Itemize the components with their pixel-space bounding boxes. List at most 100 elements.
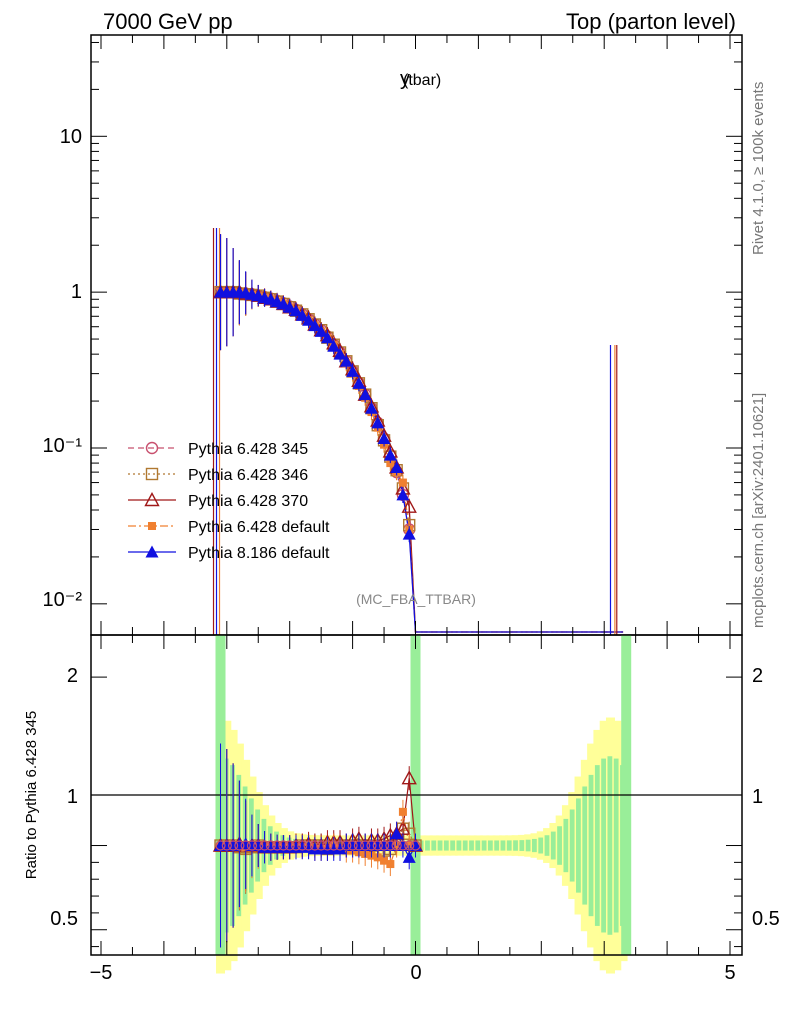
plot-title: y	[400, 68, 410, 90]
ratio-reference-point	[397, 840, 409, 851]
ratio-reference-point	[265, 840, 276, 851]
plot-title-sub: (tbar)	[403, 72, 441, 89]
data-point	[302, 313, 316, 326]
ratio-point	[402, 850, 416, 863]
legend: Pythia 6.428 345 Pythia 6.428 346 Pythia 6…	[128, 441, 330, 562]
green-band	[450, 840, 457, 851]
x-tick-label-0: 0	[410, 962, 421, 984]
legend-label: Pythia 6.428 default	[188, 519, 330, 536]
ratio-reference-point	[284, 840, 295, 851]
green-band	[594, 765, 601, 926]
green-band	[544, 835, 551, 856]
data-point	[333, 347, 347, 360]
ratio-reference-point	[234, 840, 245, 851]
y-tick-label-1: 1	[71, 281, 82, 303]
y-tick-label-0.1: 10⁻¹	[43, 435, 83, 457]
ratio-reference-point	[227, 840, 239, 851]
ratio-frame	[90, 634, 743, 956]
green-band	[443, 840, 450, 851]
data-point	[364, 401, 378, 414]
legend-label: Pythia 8.186 default	[188, 545, 330, 562]
ratio-point	[409, 839, 422, 852]
ratio-reference-point	[334, 840, 346, 851]
green-band	[550, 831, 557, 860]
ratio-reference-point	[353, 840, 364, 851]
ratio-reference-point	[391, 840, 402, 851]
y-tick-label-10: 10	[60, 126, 82, 148]
green-band	[601, 758, 608, 933]
data-point	[339, 354, 353, 367]
green-band	[500, 840, 507, 851]
data-point	[371, 416, 385, 429]
green-band	[532, 838, 539, 853]
data-point	[396, 488, 410, 501]
ratio-point	[398, 807, 407, 816]
data-point	[327, 339, 341, 352]
data-point	[283, 300, 297, 313]
data-point	[401, 498, 417, 513]
ratio-reference-point	[404, 840, 415, 851]
analysis-label: (MC_FBA_TTBAR)	[356, 591, 476, 607]
green-band	[557, 826, 564, 865]
data-point	[402, 527, 416, 540]
green-band	[513, 840, 520, 851]
green-band	[538, 837, 545, 854]
legend-marker	[145, 441, 159, 455]
ratio-point	[390, 827, 404, 840]
series-line-3	[220, 291, 624, 633]
y-tick-label-0.01: 10⁻²	[43, 589, 83, 611]
series-line-1	[220, 291, 624, 633]
ratio-reference-point	[385, 840, 396, 851]
green-band	[469, 840, 476, 851]
ratio-reference-point	[215, 840, 226, 851]
ratio-reference-point	[372, 840, 383, 851]
green-band	[456, 840, 463, 851]
ratio-reference-point	[272, 840, 283, 851]
ratio-point	[396, 839, 410, 852]
data-point	[295, 308, 309, 321]
legend-marker	[145, 545, 159, 558]
x-tick-label-5: 5	[724, 962, 735, 984]
data-point	[358, 388, 372, 401]
ratio-reference-point	[347, 840, 358, 851]
legend-label: Pythia 6.428 346	[188, 467, 308, 484]
ratio-point	[380, 856, 389, 865]
ratio-reference-point	[328, 840, 339, 851]
ratio-reference-point	[366, 840, 377, 851]
ratio-reference-point	[297, 840, 308, 851]
ratio-point	[386, 860, 395, 869]
ratio-reference-point	[309, 840, 320, 851]
x-tick-label-minus5: −5	[90, 962, 113, 984]
data-point	[289, 304, 303, 317]
green-band	[425, 840, 432, 851]
legend-marker	[144, 492, 160, 507]
data-point	[383, 448, 397, 461]
green-band	[613, 758, 620, 933]
ratio-reference-point	[303, 840, 314, 851]
data-point	[352, 376, 366, 389]
legend-marker	[145, 467, 159, 481]
ratio-tick-label-1: 1	[67, 786, 78, 808]
green-band	[582, 786, 589, 905]
series-line-0	[220, 291, 624, 633]
ratio-reference-point	[360, 840, 371, 851]
ratio-reference-point	[378, 840, 390, 851]
data-point	[390, 460, 404, 473]
ratio-reference-point	[240, 840, 251, 851]
ratio-point	[401, 770, 417, 785]
ratio-panel: 2 1 0.5 2 1 0.5 −5 0 5	[50, 634, 780, 984]
data-point	[377, 432, 391, 445]
ratio-point	[383, 839, 397, 852]
series-line-2	[220, 291, 624, 633]
ratio-reference-point	[410, 840, 421, 851]
data-point	[314, 324, 328, 337]
green-band	[437, 840, 444, 851]
green-band	[525, 839, 532, 852]
main-panel: y (tbar) (MC_FBA_TTBAR) 10 1 10⁻¹ 10⁻² P…	[43, 34, 743, 636]
ratio-reference-point	[322, 840, 333, 851]
legend-marker	[148, 522, 156, 530]
green-band	[494, 840, 501, 851]
legend-label: Pythia 6.428 345	[188, 441, 308, 458]
ratio-point	[333, 842, 347, 855]
